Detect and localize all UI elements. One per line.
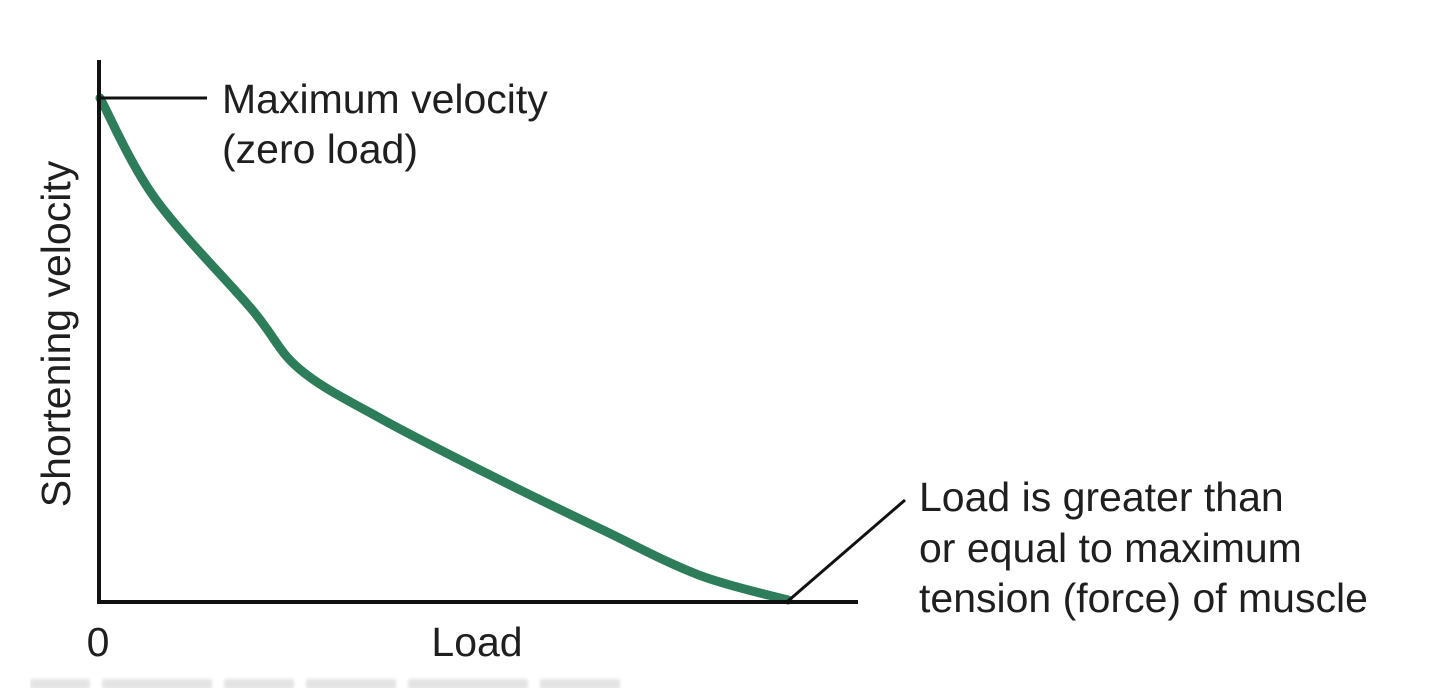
cropped-copyright-line — [30, 676, 830, 688]
y-axis-label: Shortening velocity — [33, 160, 79, 507]
x-axis-label: Load — [431, 619, 522, 665]
origin-tick-label: 0 — [87, 619, 110, 665]
max-tension-leader-line — [787, 498, 906, 603]
max-tension-annotation-line2: or equal to maximum — [919, 525, 1302, 571]
force-velocity-curve — [95, 93, 793, 605]
max-tension-annotation-line3: tension (force) of muscle — [919, 575, 1368, 621]
max-tension-annotation-line1: Load is greater than — [919, 474, 1284, 520]
max-velocity-annotation-line1: Maximum velocity — [222, 76, 548, 122]
max-velocity-annotation-line2: (zero load) — [222, 126, 418, 172]
